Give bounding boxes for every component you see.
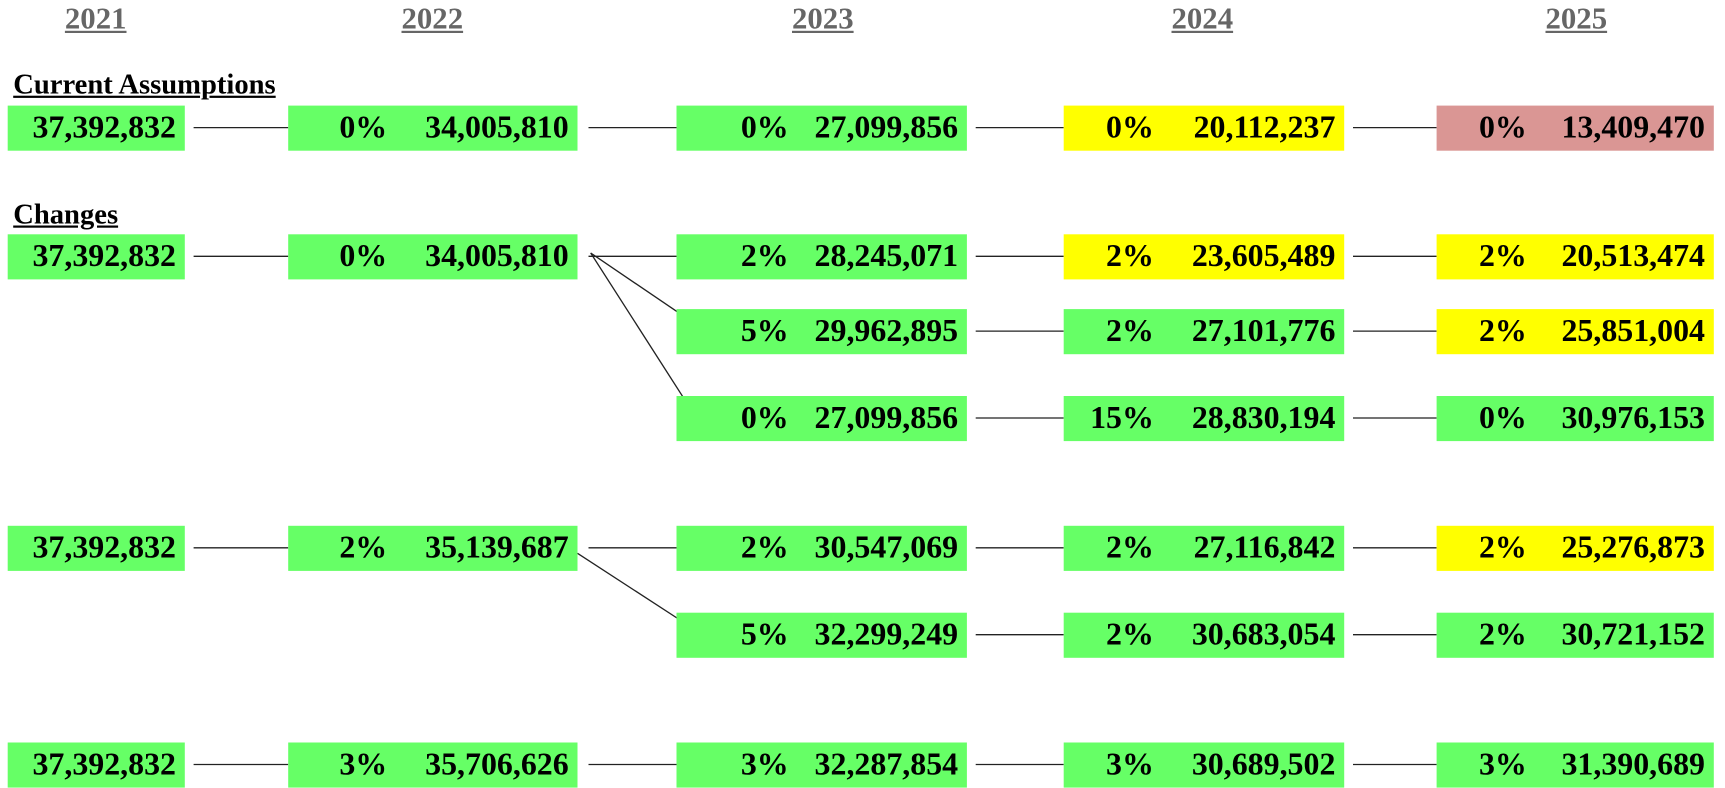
cell: 3% 32,287,854 bbox=[676, 742, 967, 788]
percent: 2% bbox=[1106, 617, 1154, 653]
percent: 0% bbox=[1478, 110, 1527, 146]
connector bbox=[577, 552, 692, 628]
year-header: 2021 bbox=[64, 2, 127, 37]
cell: 2% 25,276,873 bbox=[1436, 525, 1714, 571]
amount: 30,683,054 bbox=[1191, 617, 1336, 653]
cell: 3% 30,689,502 bbox=[1063, 742, 1345, 788]
cell: 2% 23,605,489 bbox=[1063, 234, 1345, 280]
amount: 25,851,004 bbox=[1561, 313, 1705, 349]
cell: 2% 20,513,474 bbox=[1436, 234, 1714, 280]
year-header: 2024 bbox=[1171, 2, 1234, 37]
percent: 2% bbox=[1478, 313, 1527, 349]
percent: 0% bbox=[1478, 400, 1527, 436]
amount: 32,299,249 bbox=[814, 617, 959, 653]
year-header: 2022 bbox=[401, 2, 464, 37]
cell: 37,392,832 bbox=[7, 234, 185, 280]
amount: 35,706,626 bbox=[425, 746, 569, 783]
amount: 31,390,689 bbox=[1561, 746, 1705, 783]
amount: 27,099,856 bbox=[814, 110, 959, 146]
cell: 0% 13,409,470 bbox=[1436, 105, 1714, 151]
cell: 15% 28,830,194 bbox=[1063, 396, 1345, 442]
percent: 3% bbox=[1106, 746, 1154, 783]
amount: 30,721,152 bbox=[1561, 617, 1705, 653]
cell: 2% 30,683,054 bbox=[1063, 612, 1345, 658]
section-title: Changes bbox=[13, 198, 119, 230]
cell: 0% 27,099,856 bbox=[676, 396, 967, 442]
percent: 2% bbox=[339, 530, 388, 566]
year-header: 2025 bbox=[1545, 2, 1608, 37]
amount: 13,409,470 bbox=[1561, 110, 1705, 146]
percent: 0% bbox=[339, 238, 388, 274]
amount: 37,392,832 bbox=[32, 746, 177, 783]
cell: 37,392,832 bbox=[7, 742, 185, 788]
percent: 2% bbox=[1106, 238, 1154, 274]
percent: 5% bbox=[740, 617, 789, 653]
cell: 2% 27,101,776 bbox=[1063, 309, 1345, 355]
percent: 5% bbox=[740, 313, 789, 349]
connector bbox=[590, 252, 692, 410]
year-header: 2023 bbox=[792, 2, 854, 37]
percent: 3% bbox=[339, 746, 388, 783]
amount: 23,605,489 bbox=[1191, 238, 1336, 274]
cell: 5% 29,962,895 bbox=[676, 309, 967, 355]
percent: 3% bbox=[740, 746, 789, 783]
amount: 25,276,873 bbox=[1561, 530, 1705, 566]
amount: 37,392,832 bbox=[32, 110, 177, 146]
percent: 2% bbox=[1106, 313, 1154, 349]
cell: 37,392,832 bbox=[7, 105, 185, 151]
amount: 27,099,856 bbox=[814, 400, 959, 436]
section-title: Current Assumptions bbox=[13, 68, 276, 101]
percent: 15% bbox=[1090, 400, 1154, 436]
amount: 27,116,842 bbox=[1193, 530, 1336, 566]
percent: 0% bbox=[740, 110, 789, 146]
percent: 2% bbox=[1478, 238, 1527, 274]
cell: 0% 34,005,810 bbox=[288, 105, 578, 151]
amount: 32,287,854 bbox=[814, 746, 959, 783]
cell: 2% 27,116,842 bbox=[1063, 525, 1345, 571]
cell: 0% 27,099,856 bbox=[676, 105, 967, 151]
cell: 2% 30,721,152 bbox=[1436, 612, 1714, 658]
amount: 37,392,832 bbox=[32, 530, 177, 566]
cell: 0% 20,112,237 bbox=[1063, 105, 1345, 151]
cell: 2% 25,851,004 bbox=[1436, 309, 1714, 355]
cell: 5% 32,299,249 bbox=[676, 612, 967, 658]
percent: 2% bbox=[1106, 530, 1154, 566]
cell: 2% 35,139,687 bbox=[288, 525, 578, 571]
amount: 20,513,474 bbox=[1561, 238, 1705, 274]
percent: 0% bbox=[740, 400, 789, 436]
amount: 35,139,687 bbox=[425, 530, 569, 566]
percent: 2% bbox=[1478, 617, 1527, 653]
amount: 34,005,810 bbox=[425, 238, 569, 274]
amount: 29,962,895 bbox=[814, 313, 959, 349]
percent: 3% bbox=[1478, 746, 1527, 783]
percent: 2% bbox=[740, 238, 789, 274]
cell: 3% 31,390,689 bbox=[1436, 742, 1714, 788]
percent: 0% bbox=[1106, 110, 1154, 146]
amount: 30,689,502 bbox=[1191, 746, 1336, 783]
cell: 0% 30,976,153 bbox=[1436, 396, 1714, 442]
amount: 27,101,776 bbox=[1191, 313, 1336, 349]
amount: 30,976,153 bbox=[1561, 400, 1705, 436]
cell: 0% 34,005,810 bbox=[288, 234, 578, 280]
percent: 2% bbox=[740, 530, 789, 566]
cell: 3% 35,706,626 bbox=[288, 742, 578, 788]
amount: 34,005,810 bbox=[425, 110, 569, 146]
cell: 37,392,832 bbox=[7, 525, 185, 571]
amount: 30,547,069 bbox=[814, 530, 959, 566]
amount: 28,245,071 bbox=[814, 238, 959, 274]
amount: 37,392,832 bbox=[32, 238, 177, 274]
amount: 20,112,237 bbox=[1193, 110, 1336, 146]
cell: 2% 28,245,071 bbox=[676, 234, 967, 280]
percent: 0% bbox=[339, 110, 388, 146]
amount: 28,830,194 bbox=[1191, 400, 1336, 436]
percent: 2% bbox=[1478, 530, 1527, 566]
cell: 2% 30,547,069 bbox=[676, 525, 967, 571]
